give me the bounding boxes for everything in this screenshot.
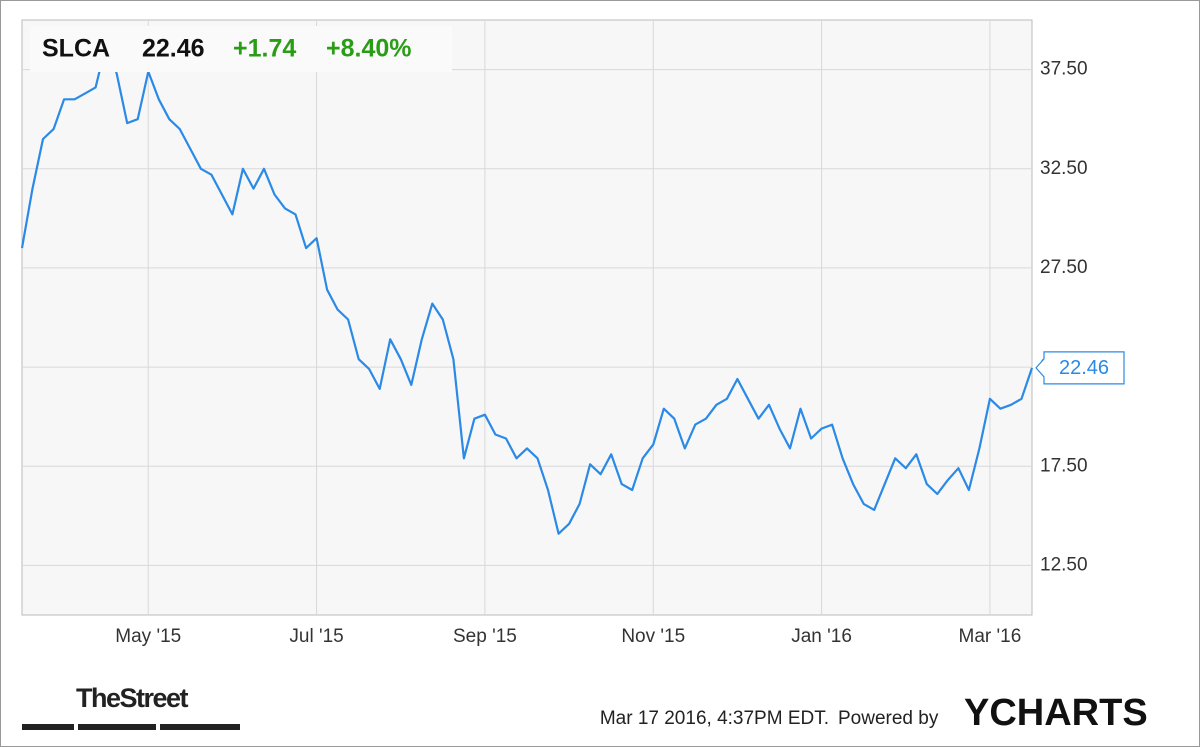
y-tick-label: 37.50: [1040, 59, 1088, 80]
logo-bar: [160, 724, 240, 730]
ticker: SLCA: [42, 35, 110, 63]
plot-area: [21, 19, 1033, 616]
timestamp: Mar 17 2016, 4:37PM EDT.: [600, 708, 829, 729]
header-box: [30, 26, 452, 72]
change: +1.74: [233, 35, 296, 63]
x-tick-label: Jul '15: [289, 626, 343, 647]
x-tick-label: May '15: [115, 626, 181, 647]
logo-bar: [78, 724, 156, 730]
logo-bar: [22, 724, 74, 730]
x-tick-label: Jan '16: [791, 626, 852, 647]
y-tick-label: 17.50: [1040, 455, 1088, 476]
last-price-tag: [1035, 351, 1125, 385]
x-tick-label: Sep '15: [453, 626, 517, 647]
last-price-label: 22.46: [1059, 357, 1109, 379]
y-tick-label: 32.50: [1040, 158, 1088, 179]
x-tick-label: Mar '16: [959, 626, 1022, 647]
price-line: [20, 42, 1034, 535]
source-logo: TheStreet: [76, 683, 189, 713]
brand-logo: YCHARTS: [964, 692, 1148, 734]
y-tick-label: 27.50: [1040, 257, 1088, 278]
price: 22.46: [142, 35, 205, 63]
y-tick-label: 12.50: [1040, 554, 1088, 575]
powered-by: Powered by: [838, 708, 939, 729]
x-tick-label: Nov '15: [621, 626, 685, 647]
change-percent: +8.40%: [326, 35, 412, 63]
